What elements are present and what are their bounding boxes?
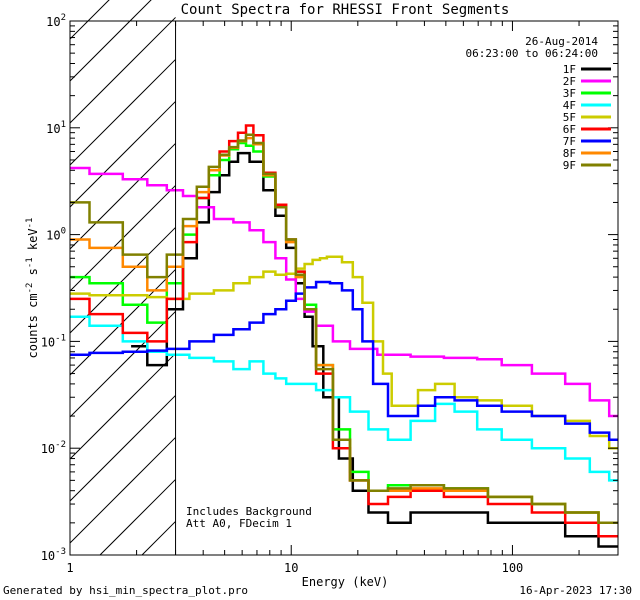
axis-ticks: 1 10 100 10-3 10-2 10-1 100 101 102 bbox=[41, 13, 618, 575]
generated-timestamp: 16-Apr-2023 17:30 bbox=[519, 584, 632, 597]
x-tick-label: 1 bbox=[66, 561, 73, 575]
spectra-chart: Count Spectra for RHESSI Front Segments … bbox=[0, 0, 640, 600]
x-tick-label: 10 bbox=[284, 561, 298, 575]
hatch-line bbox=[100, 479, 176, 555]
hatch-line bbox=[70, 0, 154, 39]
y-tick-label: 100 bbox=[46, 227, 66, 243]
y-tick-label: 10-3 bbox=[41, 547, 66, 563]
series-layer bbox=[65, 126, 624, 547]
hatch-line bbox=[70, 0, 176, 81]
y-tick-label: 10-2 bbox=[41, 440, 66, 456]
chart-title: Count Spectra for RHESSI Front Segments bbox=[181, 2, 510, 18]
plot-frame bbox=[70, 21, 618, 555]
x-tick-label: 100 bbox=[502, 561, 524, 575]
hatch-line bbox=[142, 521, 176, 555]
x-axis-label: Energy (keV) bbox=[302, 575, 389, 589]
legend-label-9F: 9F bbox=[563, 159, 576, 172]
y-axis-label: counts cm-2 s-1 keV-1 bbox=[25, 218, 40, 359]
series-2F bbox=[65, 168, 624, 416]
annotation-attenuator: Att A0, FDecim 1 bbox=[186, 517, 292, 530]
observation-time-range: 06:23:00 to 06:24:00 bbox=[466, 47, 598, 60]
hatch-line bbox=[70, 353, 176, 459]
y-tick-label: 101 bbox=[46, 120, 66, 136]
y-tick-label: 10-1 bbox=[41, 333, 66, 349]
hatch-line bbox=[70, 17, 176, 123]
hatch-line bbox=[70, 101, 176, 207]
hatch-line bbox=[70, 437, 176, 543]
hatch-line bbox=[70, 59, 176, 165]
series-6F bbox=[65, 126, 624, 537]
y-tick-label: 102 bbox=[46, 13, 66, 29]
generator-note: Generated by hsi_min_spectra_plot.pro bbox=[3, 584, 248, 597]
hatch-line bbox=[70, 395, 176, 501]
